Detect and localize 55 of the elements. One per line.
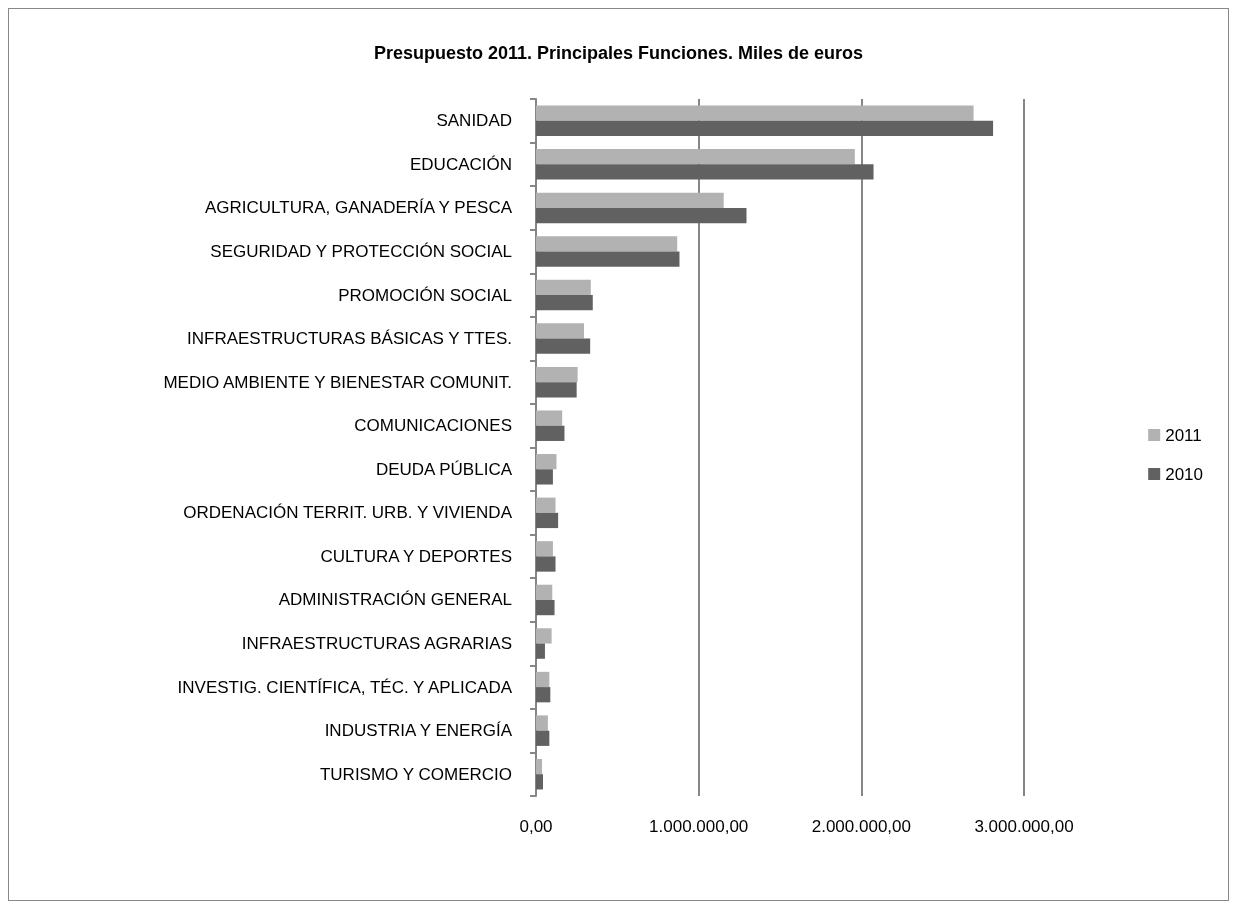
x-tick-label: 3.000.000,00 (974, 817, 1074, 836)
bar (536, 120, 994, 137)
y-tick-label: COMUNICACIONES (354, 416, 512, 436)
bar (536, 599, 555, 616)
bar (536, 643, 545, 659)
bar (536, 366, 578, 383)
bar (536, 251, 680, 267)
bar (536, 410, 563, 426)
legend-label: 2010 (1165, 464, 1204, 484)
bar (536, 628, 552, 644)
bar (536, 279, 591, 296)
chart-title: Presupuesto 2011. Principales Funciones. Miles de euros (373, 43, 864, 63)
bar (536, 687, 551, 703)
y-tick-label: EDUCACIÓN (409, 154, 512, 174)
y-tick-label: INFRAESTRUCTURAS BÁSICAS Y TTES. (187, 329, 512, 349)
bar (536, 338, 591, 354)
x-tick-label: 0,00 (519, 817, 553, 836)
y-tick-label: AGRICULTURA, GANADERÍA Y PESCA (204, 198, 513, 218)
bar (536, 469, 553, 485)
y-tick-label: INDUSTRIA Y ENERGÍA (324, 721, 513, 741)
bar (536, 497, 556, 513)
bar (536, 207, 747, 224)
y-tick-label: INVESTIG. CIENTÍFICA, TÉC. Y APLICADA (177, 677, 513, 697)
y-tick-label: SANIDAD (436, 111, 512, 131)
x-tick-label: 1.000.000,00 (649, 817, 749, 836)
legend-label: 2011 (1165, 425, 1202, 445)
bar (536, 382, 577, 398)
bar (536, 556, 556, 572)
bar (536, 323, 584, 339)
bar (536, 715, 548, 731)
bar (536, 425, 565, 441)
bar (536, 774, 543, 790)
x-tick-label: 2.000.000,00 (811, 817, 911, 836)
y-tick-label: ORDENACIÓN TERRIT. URB. Y VIVIENDA (183, 503, 513, 523)
bar (536, 584, 553, 600)
bar (536, 454, 557, 470)
bar (536, 236, 678, 252)
bar (536, 295, 593, 311)
y-tick-label: INFRAESTRUCTURAS AGRARIAS (241, 634, 512, 654)
bar (536, 105, 974, 121)
bar (536, 758, 543, 775)
bar (536, 730, 550, 746)
y-tick-label: ADMINISTRACIÓN GENERAL (278, 590, 512, 610)
y-tick-label: SEGURIDAD Y PROTECCIÓN SOCIAL (210, 241, 512, 261)
bar (536, 541, 553, 557)
y-tick-label: CULTURA Y DEPORTES (320, 546, 512, 566)
bar (536, 164, 874, 180)
y-tick-label: TURISMO Y COMERCIO (319, 764, 512, 784)
bar (536, 512, 559, 529)
bar (536, 149, 855, 165)
bar (536, 671, 550, 688)
bar (536, 192, 724, 208)
y-tick-label: PROMOCIÓN SOCIAL (338, 285, 512, 305)
y-tick-label: MEDIO AMBIENTE Y BIENESTAR COMUNIT. (163, 372, 512, 392)
y-tick-label: DEUDA PÚBLICA (375, 459, 513, 479)
